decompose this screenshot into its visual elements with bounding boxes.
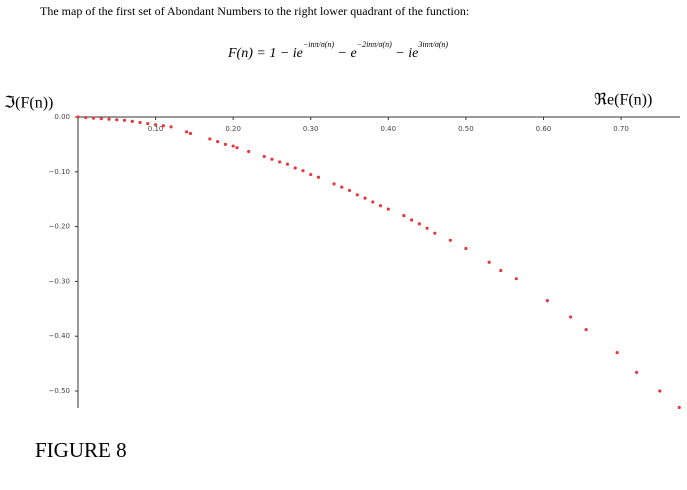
point <box>278 160 282 164</box>
x-tick-label: 0.40 <box>381 125 397 133</box>
point <box>262 154 266 159</box>
formula-part: − ie <box>392 46 419 61</box>
point <box>309 172 313 177</box>
point <box>499 268 503 273</box>
point <box>378 204 383 208</box>
point <box>107 117 111 121</box>
point <box>231 144 235 148</box>
formula-exponent: −inπ/σ(n) <box>303 40 334 49</box>
point <box>545 298 549 303</box>
point <box>425 226 429 230</box>
point <box>247 149 251 154</box>
x-tick-label: 0.10 <box>148 125 164 133</box>
point <box>91 116 96 120</box>
point <box>169 125 173 129</box>
y-tick-label: −0.50 <box>49 387 70 395</box>
point <box>355 193 359 197</box>
point <box>223 142 227 147</box>
point <box>634 370 639 374</box>
y-tick-label: −0.10 <box>49 168 70 176</box>
point <box>464 246 468 251</box>
figure-title: The map of the first set of Abondant Num… <box>40 4 469 18</box>
point <box>417 222 421 226</box>
point <box>332 182 336 186</box>
formula-exponent: 3inπ/σ(n) <box>417 40 448 49</box>
x-tick-label: 0.20 <box>225 125 241 133</box>
x-tick-label: 0.70 <box>613 125 629 133</box>
formula: F(n) = 1 − ie−inπ/σ(n) − e−2inπ/σ(n) − i… <box>227 40 448 61</box>
formula-part: − e <box>334 46 357 61</box>
point <box>138 120 142 125</box>
point <box>371 200 375 204</box>
point <box>402 214 406 218</box>
point <box>514 277 518 281</box>
y-tick-label: −0.30 <box>49 277 70 285</box>
point <box>569 315 573 319</box>
point <box>584 328 588 332</box>
point <box>347 188 352 193</box>
formula-exponent: −2inπ/σ(n) <box>357 40 392 49</box>
point <box>235 146 239 150</box>
point <box>161 124 165 128</box>
point <box>487 260 491 264</box>
point <box>615 351 619 355</box>
point <box>185 130 189 134</box>
point <box>658 389 662 393</box>
y-tick-label: 0.00 <box>54 113 70 121</box>
point <box>301 169 305 173</box>
y-tick-label: −0.20 <box>49 223 70 231</box>
x-axis-label: ℜe(F(n)) <box>594 92 652 109</box>
point <box>433 231 437 235</box>
point <box>122 118 127 122</box>
point <box>677 405 681 410</box>
point <box>340 185 344 189</box>
y-axis-label: ℑ(F(n)) <box>4 95 53 112</box>
point <box>216 140 220 144</box>
y-tick-label: −0.40 <box>49 332 70 340</box>
caption: FIGURE 8 <box>35 438 127 462</box>
point <box>99 117 103 121</box>
point <box>153 123 158 127</box>
point <box>363 196 367 200</box>
point <box>386 207 390 211</box>
point <box>188 131 193 136</box>
point <box>448 238 452 242</box>
point <box>293 166 297 170</box>
formula-part: F(n) = 1 − ie <box>227 46 303 61</box>
x-tick-label: 0.50 <box>458 125 474 133</box>
x-tick-label: 0.60 <box>536 125 552 133</box>
point <box>316 175 321 179</box>
point <box>409 218 414 222</box>
point <box>285 162 290 166</box>
point <box>270 157 274 161</box>
point <box>115 118 119 122</box>
point <box>84 115 88 120</box>
x-tick-label: 0.30 <box>303 125 319 133</box>
point <box>130 119 134 123</box>
point <box>146 121 150 126</box>
point <box>208 137 212 141</box>
point <box>76 115 80 119</box>
